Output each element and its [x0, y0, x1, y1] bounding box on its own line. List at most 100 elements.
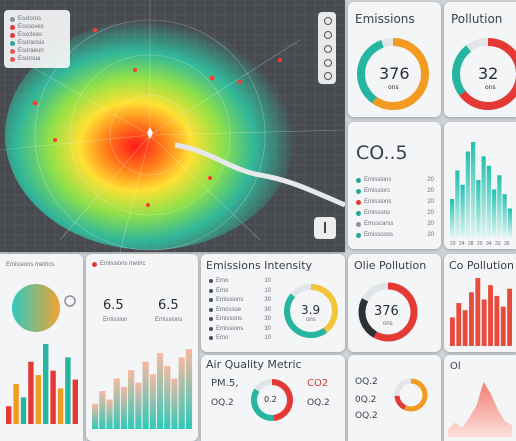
intensity-list-value: 30 — [264, 297, 271, 303]
legend-item: Esoraosis — [10, 40, 44, 46]
bar — [50, 370, 56, 424]
bar — [486, 165, 491, 237]
compass-icon — [324, 222, 326, 233]
legend-label: Esxsoves — [18, 24, 44, 30]
metrics-card[interactable]: OQ.2 0Q.2 OQ.2 — [348, 355, 441, 441]
compass-button[interactable] — [314, 217, 336, 239]
location-icon[interactable] — [324, 59, 332, 67]
co-list-value: 20 — [427, 177, 434, 183]
map-controls — [318, 12, 336, 84]
emissions-metrics-card[interactable]: Emissions metrics — [0, 254, 83, 441]
map-panel[interactable]: Esxloros Esxsoves Esxcleas Esoraosis Esoraeu… — [0, 0, 345, 252]
co-list-item: Emsscarss 20 — [356, 221, 434, 227]
legend-label: Esoraosis — [18, 40, 45, 46]
co-list-item: Emissiors 20 — [356, 188, 434, 194]
intensity-list-value: 30 — [264, 325, 271, 332]
intensity-list-item: Emissions 30 — [209, 297, 271, 303]
bar — [456, 303, 462, 346]
co-list-label: Emissions — [364, 199, 392, 205]
bar — [28, 361, 34, 424]
co2-value: OQ.2 — [307, 398, 330, 408]
bar — [164, 365, 171, 429]
bar — [128, 370, 135, 429]
emissions-unit: ons — [388, 84, 399, 91]
bar — [99, 391, 106, 429]
bullet-icon — [356, 188, 361, 194]
intensity-list-label: Emo — [216, 335, 229, 341]
metric-c: OQ.2 — [355, 411, 378, 421]
intensity-list-item: Emissons 30 — [209, 316, 271, 322]
axis-tick-label: 28 — [468, 241, 474, 247]
bullet-icon — [209, 326, 213, 331]
bar — [465, 151, 470, 237]
legend-label: Esxloros — [18, 16, 42, 22]
emissions-card[interactable]: Emissions 376 ons — [348, 2, 441, 117]
area-chart — [448, 382, 512, 437]
bar — [450, 199, 455, 237]
intensity-list-label: Emissons — [216, 316, 243, 322]
intensity-list-value: 10 — [264, 335, 271, 341]
co-list-item: Emissions 20 — [356, 199, 434, 205]
bar — [475, 278, 481, 346]
legend-dot-icon — [10, 40, 15, 46]
zoom-in-icon[interactable] — [324, 17, 332, 25]
bullet-icon — [356, 210, 361, 216]
pollution-title: Pollution — [451, 12, 503, 26]
co-pollution-card[interactable]: Co Pollution — [444, 254, 516, 352]
bar — [494, 295, 500, 346]
co-list-item: Emissions 20 — [356, 177, 434, 183]
co-list-label: Emisscoos — [364, 232, 394, 238]
bar — [6, 406, 12, 424]
intensity-list-item: Emo 10 — [209, 335, 271, 341]
emissions-gauge — [357, 38, 429, 110]
area-chart-card[interactable]: Ol — [444, 355, 516, 441]
air-quality-card[interactable]: Air Quality Metric PM.5, OQ.2 CO2 OQ.2 0… — [201, 355, 345, 441]
co-list-item: Emissons 20 — [356, 210, 434, 216]
settings-icon[interactable] — [324, 72, 332, 80]
co-card[interactable]: CO..5 Emissions 20 Emissiors 20 Emissions 20 E… — [348, 122, 441, 249]
bullet-icon — [209, 279, 213, 283]
bar — [20, 397, 27, 424]
intensity-list-value: 30 — [264, 306, 271, 313]
intensity-list-item: Emissions 30 — [209, 326, 271, 332]
intensity-list-label: Emissions — [216, 297, 244, 303]
olie-pollution-card[interactable]: Olie Pollution 376 ons — [348, 254, 441, 352]
co-list-value: 20 — [427, 188, 434, 194]
bar — [481, 156, 486, 237]
metric-value-1: 6.5 — [103, 298, 124, 313]
bar — [43, 344, 49, 424]
bar-chart-card[interactable]: 20 24 28 29 34 33 36 — [444, 122, 516, 249]
axis-tick-label: 29 — [477, 241, 483, 247]
intensity-card[interactable]: Emissions Intensity Emo 10 Emo 10 Emissions 3… — [201, 254, 345, 352]
center-pin-icon[interactable] — [147, 127, 153, 139]
pm-label: PM.5, — [211, 378, 239, 389]
bar — [113, 378, 120, 429]
bullet-icon — [209, 298, 213, 302]
layers-icon[interactable] — [324, 45, 332, 53]
olie-gauge — [358, 282, 418, 342]
bar — [171, 378, 178, 429]
air-quality-title: Air Quality Metric — [206, 358, 302, 371]
emissions-metric-card[interactable]: Emissions metric 6.5 6.5 Emission Emissi… — [86, 254, 198, 441]
metric-label-2: Emissions — [155, 317, 183, 323]
intensity-list-label: Emo — [216, 287, 229, 294]
emissions-bar-chart — [6, 344, 78, 424]
bar — [460, 184, 465, 237]
pollution-unit: ons — [485, 84, 496, 91]
intensity-list-item: Emossoe 30 — [209, 307, 271, 313]
intensity-list-value: 30 — [264, 316, 271, 322]
intensity-list-label: Emo — [216, 278, 229, 284]
co-list-label: Emissions — [364, 177, 392, 183]
intensity-list-label: Emossoe — [216, 306, 242, 313]
bar — [469, 292, 474, 346]
pollution-card[interactable]: Pollution 32 ons — [444, 2, 516, 117]
axis-tick-label: 34 — [486, 241, 492, 247]
metric-value-2: 6.5 — [158, 298, 179, 313]
bar — [120, 386, 128, 429]
bar — [135, 382, 142, 429]
co2-label: CO2 — [307, 378, 329, 389]
zoom-out-icon[interactable] — [324, 31, 332, 39]
bar — [507, 208, 512, 237]
co-title: CO..5 — [356, 142, 408, 164]
bar — [497, 175, 502, 237]
